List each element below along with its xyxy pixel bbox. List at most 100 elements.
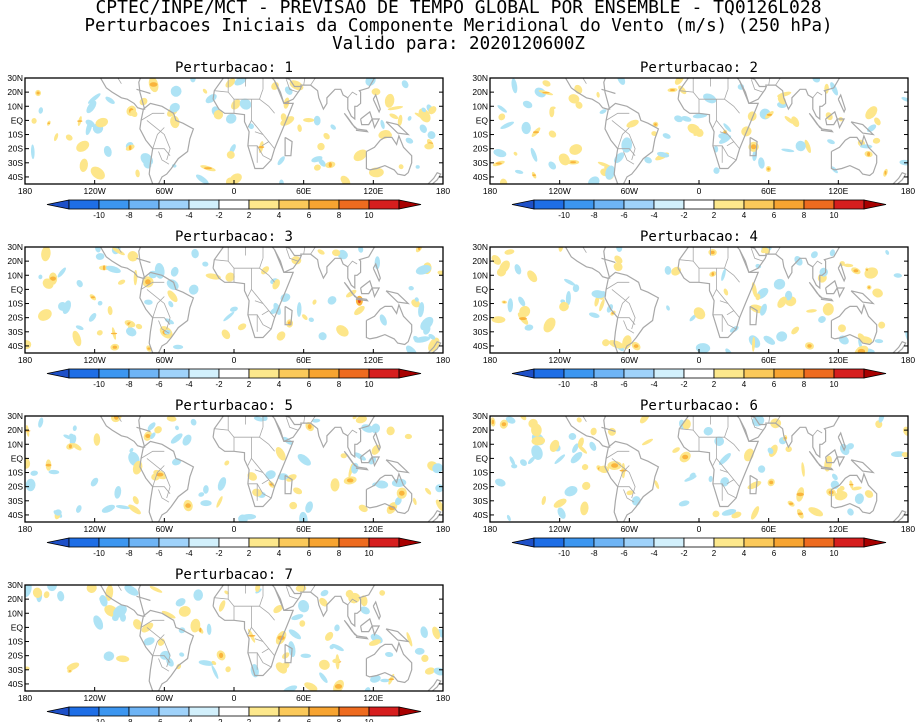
positive-anomaly-core [36, 91, 40, 95]
positive-anomaly [549, 439, 560, 452]
negative-anomaly [721, 268, 726, 281]
country-border [247, 314, 272, 330]
positive-anomaly [531, 436, 546, 446]
lon-label: 60W [156, 355, 173, 365]
colorbar-segment [593, 537, 625, 548]
negative-anomaly [901, 97, 908, 102]
positive-anomaly [751, 336, 756, 352]
colorbar-segment [623, 537, 655, 548]
positive-anomaly [674, 78, 684, 85]
lat-label: 20N [7, 256, 23, 266]
country-border [146, 627, 171, 668]
country-border [611, 289, 636, 330]
country-border [834, 64, 841, 77]
country-border [251, 120, 275, 149]
negative-anomaly [520, 459, 527, 466]
negative-anomaly [385, 651, 394, 658]
negative-anomaly [288, 629, 301, 640]
coastline [343, 112, 358, 130]
positive-anomaly [25, 666, 30, 671]
lon-label: 180 [18, 524, 32, 534]
negative-anomaly [198, 492, 205, 497]
coastline [212, 78, 295, 170]
coastline [385, 628, 410, 643]
coastline [604, 102, 660, 184]
country-border [152, 296, 165, 318]
positive-anomaly [599, 298, 605, 312]
negative-anomaly [57, 267, 66, 278]
country-border [679, 258, 729, 269]
coastline [765, 78, 841, 121]
negative-anomaly [358, 247, 364, 253]
negative-anomaly [565, 291, 571, 306]
colorbar-segment [98, 368, 130, 379]
negative-anomaly [674, 115, 683, 123]
positive-anomaly-core [542, 91, 550, 94]
country-border [712, 145, 737, 161]
negative-anomaly [327, 296, 337, 305]
country-border [158, 320, 170, 334]
lat-label: 20N [472, 256, 488, 266]
coastline [749, 474, 758, 495]
negative-anomaly [874, 339, 884, 344]
country-border [768, 247, 771, 255]
negative-anomaly [297, 454, 311, 466]
colorbar-segment [743, 537, 775, 548]
positive-anomaly-core [796, 492, 804, 497]
negative-anomaly [38, 107, 44, 114]
country-border [775, 416, 781, 424]
colorbar-label: 6 [772, 549, 777, 558]
coastline [136, 88, 151, 95]
country-border [347, 598, 358, 606]
positive-anomaly [261, 266, 270, 275]
positive-anomaly [432, 626, 441, 640]
colorbar-label: 4 [277, 211, 282, 220]
positive-anomaly [127, 251, 139, 262]
coastline [371, 456, 381, 468]
colorbar-label: 8 [802, 211, 807, 220]
country-border [310, 585, 316, 593]
lon-label: 60E [296, 524, 311, 534]
coastline [427, 171, 442, 184]
country-border [140, 450, 165, 459]
positive-anomaly [154, 426, 162, 434]
colorbar-segment [98, 706, 130, 717]
panel-field [25, 233, 443, 353]
coastline [749, 136, 758, 157]
country-border [726, 479, 735, 485]
negative-anomaly [75, 325, 84, 331]
positive-anomaly [368, 639, 381, 646]
lat-label: 40S [8, 172, 23, 182]
lon-label: 180 [901, 355, 915, 365]
lon-label: 180 [436, 524, 450, 534]
positive-anomaly [590, 427, 597, 436]
country-border [259, 98, 275, 114]
negative-anomaly [413, 335, 420, 343]
negative-anomaly [93, 615, 104, 630]
figure-subtitle: Perturbacoes Iniciais da Componente Meri… [84, 16, 833, 36]
positive-anomaly [76, 140, 90, 152]
positive-anomaly [117, 279, 126, 285]
lon-label: 60E [296, 186, 311, 196]
positive-anomaly [872, 137, 881, 144]
coastline [372, 262, 381, 283]
colorbar-segment [833, 368, 865, 379]
positive-anomaly-core [711, 272, 715, 276]
country-border [580, 78, 587, 84]
positive-anomaly-core [147, 347, 151, 350]
positive-anomaly-core [495, 162, 502, 165]
coastline [300, 585, 376, 628]
lon-label: 60E [761, 524, 776, 534]
positive-anomaly [499, 178, 508, 184]
country-border [347, 91, 358, 99]
lon-label: 60W [621, 186, 638, 196]
lat-label: EQ [11, 115, 24, 125]
negative-anomaly [511, 78, 518, 94]
coastline [604, 440, 660, 522]
coastline [830, 472, 878, 515]
country-border [369, 233, 376, 246]
country-border [251, 627, 275, 656]
positive-anomaly-core [110, 332, 118, 335]
coastline [365, 472, 413, 515]
colorbar-label: -4 [185, 718, 193, 722]
